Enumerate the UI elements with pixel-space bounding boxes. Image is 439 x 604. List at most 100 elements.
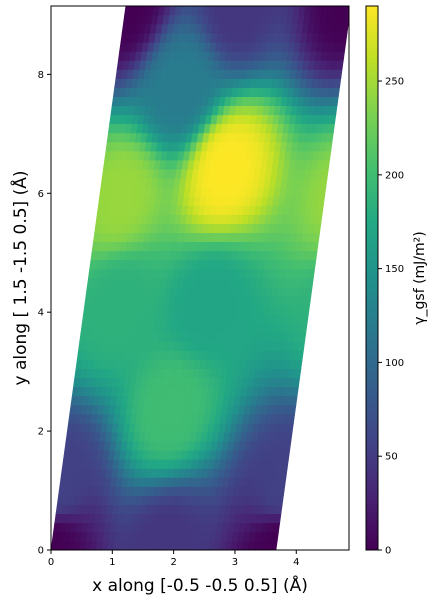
heatmap-cell [282,449,291,460]
heatmap-cell [306,277,314,288]
heatmap-cell [272,522,281,533]
x-tick-label: 4 [293,557,299,568]
heatmap-cell [326,132,334,143]
heatmap-cell [307,268,316,279]
heatmap-cell [236,6,245,16]
x-tick-label: 1 [109,557,115,568]
heatmap-cell [285,431,293,442]
heatmap-cell [242,6,250,16]
heatmap-cell [146,6,155,16]
heatmap-cell [163,6,172,16]
heatmap-cell [202,6,211,16]
x-tick-label: 2 [170,557,176,568]
heatmap-cell [186,6,194,16]
heatmap-cell [287,6,295,16]
heatmap-cell [298,6,307,16]
heatmap-cell [332,6,340,16]
heatmap-cell [292,377,301,388]
heatmap-cell [314,214,323,224]
colorbar-tick-label: 100 [385,358,404,369]
heatmap-cell [283,440,292,451]
x-axis-title: x along [-0.5 -0.5 0.5] (Å) [92,574,308,596]
heatmap-cell [259,6,267,16]
heatmap-cell [208,6,217,16]
heatmap-cell [311,241,319,252]
heatmap-cell [169,6,177,16]
heatmap-cell [231,6,239,16]
x-tick-label: 0 [48,557,54,568]
heatmap-cell [328,114,337,125]
y-tick-label: 0 [38,546,44,557]
x-tick-label: 3 [232,557,238,568]
y-tick-label: 8 [38,70,44,81]
heatmap-cell [157,6,166,16]
y-tick-label: 6 [38,189,44,200]
heatmap-cell [174,6,183,16]
heatmap-cell [197,6,205,16]
heatmap-cell [287,413,296,424]
y-tick-label: 4 [38,308,44,319]
heatmap-cell [135,6,143,16]
heatmap-cell [308,259,317,270]
heatmap-cell [312,232,321,243]
heatmap-cell [303,295,312,306]
x-axis: 0 1 2 3 4 [48,550,299,568]
heatmap-cell [281,459,289,469]
heatmap-cell [276,495,284,505]
heatmap-cell [301,313,309,324]
heatmap-cell [281,6,290,16]
heatmap-cell [341,23,349,34]
heatmap-cell [336,60,344,70]
heatmap-cell [309,250,318,261]
plot-area [50,5,350,551]
plot-frame [50,5,350,551]
heatmap-cell [276,6,284,16]
heatmap-cell [288,404,297,415]
heatmap-cell [296,350,304,360]
heatmap-cell [293,368,302,379]
heatmap-cell [331,96,339,107]
heatmap-cell [141,6,149,16]
heatmap-cell [290,395,298,406]
heatmap-cell [339,32,348,43]
heatmap-cell [321,168,329,179]
heatmap-cell [294,359,303,369]
heatmap-cell [332,87,340,97]
heatmap-cell [275,504,283,515]
heatmap-cell [315,6,324,16]
heatmap-cell [273,513,282,524]
colorbar-title: γ_gsf (mJ/m²) [412,231,428,325]
colorbar-tick-label: 50 [385,452,398,463]
y-axis: 0 2 4 6 8 [38,70,51,557]
y-tick-label: 2 [38,427,44,438]
heatmap-cell [247,6,256,16]
colorbar-tick-label: 200 [385,170,404,181]
heatmap-cell [319,177,328,188]
heatmap-cell [321,6,329,16]
heatmap-cell [278,477,287,487]
heatmap-cell [286,422,294,433]
heatmap-cell [124,6,132,16]
heatmap-cell [253,6,262,16]
heatmap-cell [343,6,349,16]
heatmap-cell [271,531,279,542]
heatmap-cell [318,187,327,197]
heatmap-cell [180,6,188,16]
heatmap-cell [313,223,322,233]
heatmap-cell [152,6,160,16]
heatmap-cell [297,341,306,351]
heatmap-cell [280,468,288,478]
heatmap-cell [264,6,273,16]
heatmap-cell [299,323,308,333]
colorbar-tick-label: 150 [385,264,404,275]
heatmap-cell [337,51,345,61]
heatmap-cell [214,6,222,16]
heatmap-cell [342,14,349,25]
heatmap-cell [333,78,342,88]
colorbar-gradient [365,5,379,551]
heatmap-cell [298,332,307,342]
heatmap-cell [129,6,138,16]
heatmap-cell [317,196,326,206]
colorbar-ticks: 0 50 100 150 200 250 [378,77,404,557]
heatmap-cell [291,386,299,397]
